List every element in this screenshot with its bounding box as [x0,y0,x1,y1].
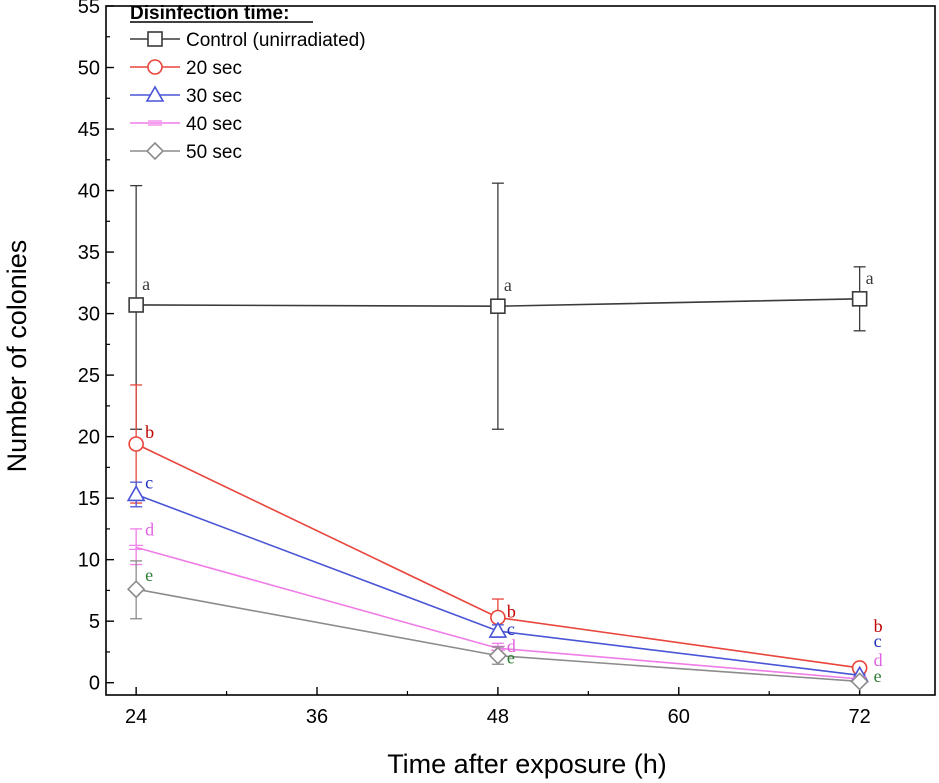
y-tick-label: 50 [78,58,100,80]
data-point [851,291,868,307]
plot-frame [105,5,936,696]
significance-label: b [874,616,883,636]
x-axis-title: Time after exposure (h) [387,749,667,779]
data-point [488,646,508,665]
legend-item: 20 sec [130,58,242,79]
significance-label: a [142,274,150,294]
y-axis-title: Number of colonies [2,240,32,473]
y-tick-label: 40 [78,181,100,203]
legend-label: Control (unirradiated) [186,30,366,51]
data-point [490,298,506,315]
significance-label: d [145,519,154,539]
series-50-sec: e e e [127,560,882,691]
data-point [126,484,146,502]
legend-item: 40 sec [130,114,242,135]
legend-item: 50 sec [130,141,242,163]
legend-swatch-marker [147,31,163,47]
y-tick-label: 45 [78,119,100,141]
y-tick-label: 10 [78,550,100,572]
y-tick-label: 55 [78,0,100,18]
legend-swatch-marker [148,120,162,126]
x-tick-label: 24 [125,706,147,728]
significance-label: a [866,268,874,288]
legend-item: Control (unirradiated) [130,30,366,51]
legend: Disinfection time: Control (unirradiated… [130,3,366,163]
legend-label: 20 sec [186,58,242,79]
legend-swatch-marker [145,85,165,102]
significance-label: c [874,631,882,651]
legend-swatch-marker [147,59,163,75]
significance-label: a [504,275,512,295]
significance-label: d [507,636,516,656]
significance-label: e [145,565,153,585]
significance-label: b [507,601,516,621]
data-point [127,580,146,599]
significance-label: e [507,648,515,668]
significance-label: d [874,650,883,670]
legend-label: 30 sec [186,86,242,107]
legend-swatch-marker [145,141,165,161]
x-tick-label: 48 [487,706,509,728]
x-tick-label: 72 [849,706,871,728]
data-point [488,621,508,638]
significance-label: c [145,472,153,492]
legend-label: 40 sec [186,114,242,135]
y-tick-label: 30 [78,304,100,326]
significance-label: b [145,422,154,442]
significance-label: e [874,666,882,686]
data-point [128,297,144,313]
y-tick-label: 0 [89,673,100,695]
legend-title: Disinfection time: [130,3,289,24]
legend-label: 50 sec [186,142,242,163]
y-tick-label: 5 [89,611,100,633]
data-point [129,544,144,550]
x-tick-label: 36 [306,706,328,728]
x-tick-label: 60 [668,706,690,728]
axes: 0 5 10 15 20 25 30 35 40 45 50 55 24 36 48 60 72 [78,0,936,728]
y-tick-label: 35 [78,242,100,264]
data-point [128,436,144,452]
significance-label: c [507,619,515,639]
data-point [850,672,869,691]
y-tick-label: 20 [78,427,100,449]
y-tick-label: 25 [78,365,100,387]
legend-item: 30 sec [130,85,242,107]
y-tick-label: 15 [78,488,100,510]
